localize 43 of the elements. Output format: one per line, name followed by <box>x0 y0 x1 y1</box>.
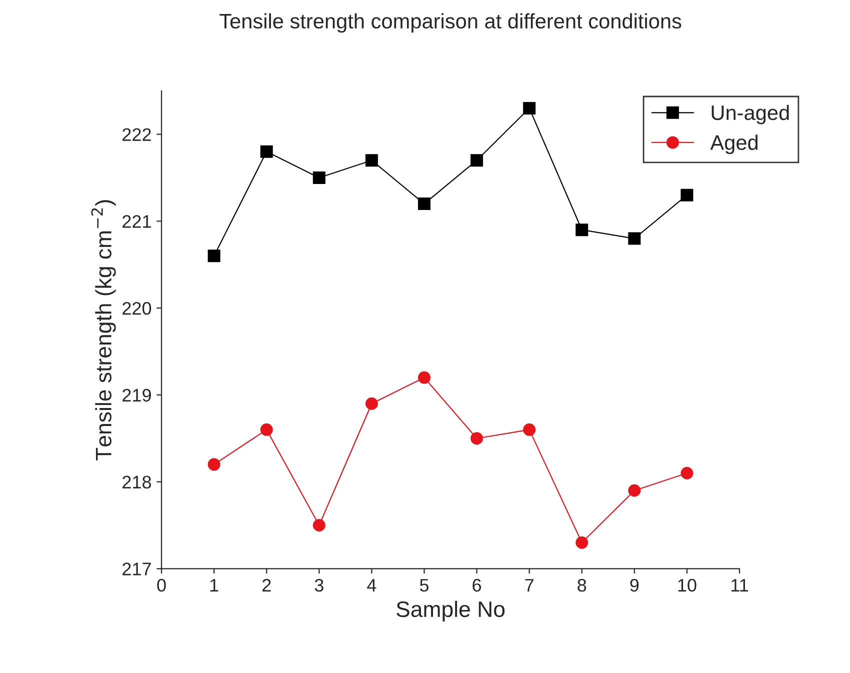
legend-label: Aged <box>710 134 758 154</box>
point <box>418 198 430 210</box>
point <box>628 484 641 497</box>
y-axis-title: Tensile strength (kg cm$^{−2}$) <box>91 200 116 460</box>
x-tick-label: 2 <box>262 578 271 592</box>
x-tick-label: 7 <box>525 579 534 592</box>
point <box>470 154 484 167</box>
y-tick-label: 221 <box>122 215 151 228</box>
point <box>576 536 588 549</box>
point <box>470 432 484 445</box>
point <box>312 518 326 532</box>
point <box>680 466 694 480</box>
point <box>208 250 220 262</box>
x-tick-label: 6 <box>472 578 481 592</box>
legend-label: Un-aged <box>712 104 789 124</box>
y-tick-label: 222 <box>122 128 151 141</box>
x-tick-label: 5 <box>420 579 428 592</box>
point <box>628 232 641 245</box>
point <box>418 371 430 384</box>
point <box>523 423 536 436</box>
point <box>365 154 378 167</box>
x-tick-label: 11 <box>732 579 748 592</box>
point <box>260 423 273 436</box>
point <box>260 145 273 158</box>
point <box>365 397 378 410</box>
y-tick-label: 218 <box>122 476 151 489</box>
x-tick-label: 8 <box>578 578 586 592</box>
point <box>312 171 326 184</box>
x-tick-label: 3 <box>314 578 324 592</box>
point <box>523 102 536 114</box>
x-axis-title: Sample No <box>396 600 505 622</box>
y-tick-label: 220 <box>122 302 152 315</box>
x-tick-label: 10 <box>678 578 696 592</box>
x-tick-label: 1 <box>210 579 218 592</box>
x-tick-label: 0 <box>157 578 166 592</box>
y-tick-label: 217 <box>122 562 151 576</box>
point <box>208 458 220 471</box>
x-tick-label: 4 <box>367 579 376 592</box>
point <box>680 188 694 202</box>
point <box>576 224 588 236</box>
chart-title: Tensile strength comparison at different conditions <box>220 13 682 33</box>
y-tick-label: 219 <box>122 388 151 402</box>
x-tick-label: 9 <box>630 578 639 592</box>
